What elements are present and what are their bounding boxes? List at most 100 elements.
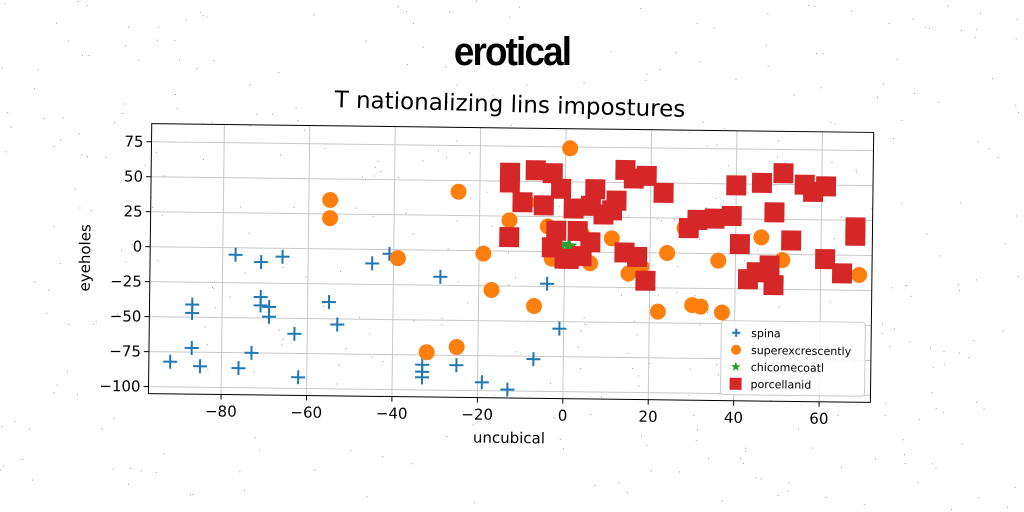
speckle-dot — [93, 323, 95, 325]
speckle-dot — [128, 26, 130, 28]
legend-marker — [731, 344, 742, 355]
speckle-dot — [377, 160, 379, 162]
speckle-dot — [885, 403, 887, 405]
speckle-dot — [699, 238, 700, 240]
speckle-dot — [901, 203, 903, 205]
speckle-dot — [163, 453, 165, 455]
speckle-dot — [659, 69, 661, 70]
speckle-dot — [161, 214, 163, 216]
speckle-dot — [715, 197, 717, 199]
data-point — [713, 304, 730, 321]
speckle-dot — [697, 429, 698, 430]
speckle-dot — [708, 457, 710, 459]
data-point — [781, 230, 802, 251]
speckle-dot — [889, 345, 891, 347]
speckle-dot — [295, 107, 297, 109]
speckle-dot — [773, 184, 775, 186]
speckle-dot — [621, 294, 622, 296]
speckle-dot — [411, 463, 413, 465]
speckle-dot — [211, 121, 213, 123]
speckle-dot — [702, 121, 704, 123]
speckle-dot — [505, 62, 507, 64]
speckle-dot — [820, 87, 822, 89]
speckle-dot — [638, 385, 640, 387]
speckle-dot — [56, 22, 58, 24]
speckle-dot — [441, 317, 443, 319]
speckle-dot — [943, 363, 945, 365]
speckle-dot — [447, 101, 448, 103]
speckle-dot — [56, 384, 58, 386]
speckle-dot — [359, 317, 361, 318]
speckle-dot — [717, 374, 719, 376]
speckle-dot — [777, 494, 779, 496]
speckle-dot — [10, 126, 12, 128]
speckle-dot — [34, 281, 36, 283]
data-point — [815, 249, 836, 270]
speckle-dot — [59, 263, 61, 265]
speckle-dot — [905, 285, 907, 287]
speckle-dot — [369, 333, 371, 335]
speckle-dot — [508, 284, 510, 286]
speckle-dot — [1015, 38, 1017, 40]
speckle-dot — [813, 422, 815, 424]
speckle-dot — [793, 94, 795, 96]
speckle-dot — [851, 10, 853, 12]
speckle-dot — [646, 444, 648, 446]
speckle-dot — [912, 18, 914, 20]
y-axis-label: eyeholes — [76, 224, 95, 292]
data-point — [546, 220, 567, 241]
data-point — [474, 375, 489, 390]
data-point — [512, 192, 533, 213]
speckle-dot — [457, 281, 459, 283]
speckle-dot — [157, 39, 158, 41]
speckle-dot — [579, 368, 581, 370]
plot-area: −80 −60 −40 −20 0 20 40 60 75 50 25 0 −25 −50 −75 −100 … — [68, 113, 892, 463]
y-tick-label: −100 — [99, 377, 140, 396]
speckle-dot — [816, 53, 817, 55]
speckle-dot — [509, 442, 511, 443]
speckle-dot — [798, 428, 799, 430]
speckle-dot — [932, 367, 934, 369]
speckle-dot — [53, 146, 55, 148]
speckle-dot — [741, 215, 743, 217]
speckle-dot — [640, 8, 642, 10]
series-spina — [163, 246, 567, 397]
speckle-dot — [519, 62, 521, 64]
data-point — [231, 361, 246, 376]
data-point — [499, 226, 520, 248]
speckle-dot — [997, 157, 999, 158]
speckle-dot — [721, 500, 723, 502]
speckle-dot — [155, 472, 157, 473]
speckle-dot — [185, 19, 187, 21]
speckle-dot — [469, 152, 471, 154]
speckle-dot — [583, 317, 585, 319]
data-point — [499, 172, 521, 193]
data-point — [773, 163, 794, 184]
speckle-dot — [875, 458, 876, 460]
speckle-dot — [785, 162, 787, 164]
x-tick-label: −60 — [290, 403, 322, 421]
speckle-dot — [646, 73, 648, 75]
speckle-dot — [207, 368, 209, 370]
speckle-dot — [140, 470, 142, 472]
speckle-dot — [152, 206, 154, 208]
legend-label: porcellanid — [751, 378, 812, 392]
speckle-dot — [121, 249, 122, 251]
speckle-dot — [641, 435, 642, 437]
speckle-dot — [904, 463, 906, 464]
speckle-dot — [829, 301, 831, 303]
speckle-dot — [743, 463, 745, 464]
speckle-dot — [713, 27, 715, 29]
data-point — [649, 303, 666, 320]
speckle-dot — [837, 414, 839, 416]
data-point — [322, 191, 339, 208]
speckle-dot — [902, 439, 904, 441]
data-point — [184, 340, 199, 355]
speckle-dot — [677, 266, 679, 268]
legend-marker — [729, 377, 742, 390]
data-point — [418, 344, 435, 361]
speckle-dot — [474, 502, 476, 504]
speckle-dot — [372, 216, 374, 218]
speckle-dot — [305, 276, 307, 278]
data-point — [721, 205, 742, 227]
